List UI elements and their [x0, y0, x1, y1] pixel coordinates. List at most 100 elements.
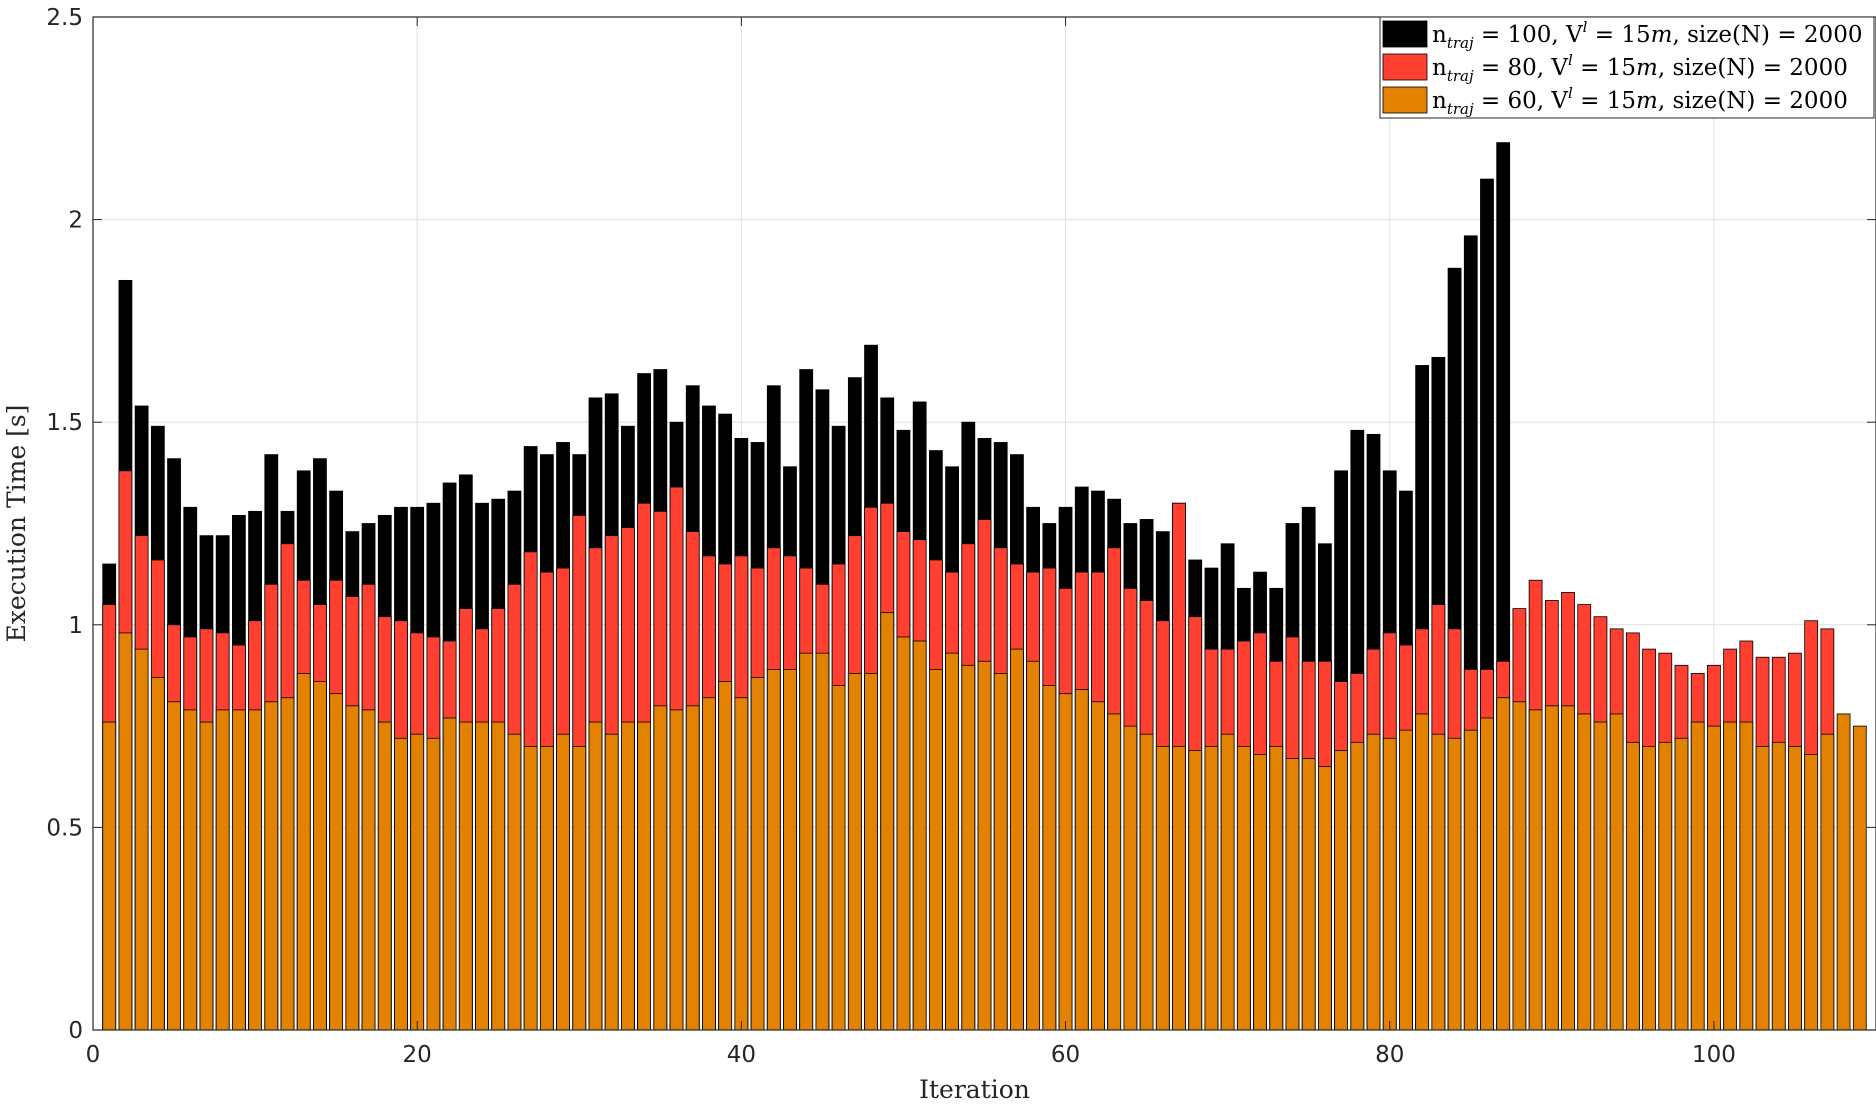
bar: [410, 733, 425, 1031]
y-tick-label: 2.5: [46, 5, 83, 31]
bar: [669, 709, 684, 1031]
bar: [134, 648, 149, 1031]
bar: [1155, 745, 1170, 1031]
x-tick-label: 0: [86, 1042, 101, 1068]
bar: [799, 652, 814, 1031]
y-tick-label: 0: [68, 1018, 83, 1044]
bar: [539, 745, 554, 1031]
bar: [523, 745, 538, 1031]
bar: [313, 681, 327, 1031]
bar: [475, 721, 489, 1031]
bar: [734, 697, 749, 1031]
bar: [1123, 725, 1138, 1031]
bar: [248, 709, 262, 1031]
bar: [928, 668, 943, 1031]
bar: [1496, 697, 1511, 1031]
bar: [1334, 750, 1348, 1031]
bar: [1771, 741, 1786, 1031]
bar: [231, 709, 246, 1031]
bar: [296, 673, 311, 1031]
bar: [1642, 745, 1656, 1031]
bar: [1107, 713, 1122, 1031]
bar: [442, 717, 457, 1031]
bar: [1026, 660, 1041, 1031]
bar: [1836, 713, 1851, 1031]
x-axis-label: Iteration: [919, 1075, 1030, 1104]
bar: [604, 733, 619, 1031]
bar: [831, 685, 846, 1031]
bar: [1172, 745, 1186, 1031]
bar: [1707, 725, 1721, 1031]
bar: [896, 636, 911, 1031]
bar: [1852, 725, 1867, 1031]
bar: [588, 721, 603, 1031]
bar: [766, 668, 781, 1031]
bar: [1544, 705, 1559, 1031]
bar: [102, 721, 117, 1031]
bar: [1366, 733, 1381, 1031]
bar: [1739, 721, 1754, 1031]
bar: [1820, 733, 1835, 1031]
bar: [1188, 750, 1203, 1031]
bar: [945, 652, 959, 1031]
x-tick-label: 80: [1375, 1042, 1404, 1068]
bar: [1350, 741, 1365, 1031]
bar: [1804, 754, 1819, 1031]
legend-swatch: [1382, 20, 1428, 48]
bar: [264, 701, 279, 1031]
legend-label: ntraj = 60, Vl = 15m, size(N) = 2000: [1432, 84, 1848, 118]
bar: [1285, 758, 1300, 1031]
bar: [1625, 741, 1640, 1031]
bar: [1269, 745, 1284, 1031]
bar: [1253, 754, 1267, 1031]
bar: [1480, 717, 1494, 1031]
bar: [1010, 648, 1024, 1031]
legend-label: ntraj = 100, Vl = 15m, size(N) = 2000: [1432, 18, 1862, 52]
bar: [1609, 713, 1624, 1031]
bar: [556, 733, 570, 1031]
x-tick-label: 60: [1051, 1042, 1080, 1068]
bar: [1399, 729, 1413, 1031]
bar: [1204, 745, 1219, 1031]
bar: [977, 660, 992, 1031]
y-axis-label: Execution Time [s]: [2, 405, 31, 643]
bar: [1042, 685, 1057, 1031]
x-tick-label: 100: [1692, 1042, 1736, 1068]
bar: [215, 709, 230, 1031]
bar: [847, 673, 862, 1031]
bar: [458, 721, 473, 1031]
bar: [621, 721, 635, 1031]
legend-box: [1379, 16, 1875, 119]
bar: [702, 697, 716, 1031]
bar: [572, 745, 587, 1031]
bar: [653, 705, 668, 1031]
bar: [491, 721, 506, 1031]
bar: [1755, 745, 1770, 1031]
bar: [1431, 733, 1446, 1031]
bar: [507, 733, 522, 1031]
bar: [329, 693, 344, 1031]
bar: [1447, 737, 1462, 1031]
bar: [993, 673, 1008, 1031]
bar-series-3: [102, 612, 1867, 1031]
y-tick-label: 1.5: [46, 410, 83, 436]
y-tick-label: 0.5: [46, 815, 83, 841]
bar: [783, 668, 797, 1031]
bar: [961, 664, 976, 1031]
bar: [1236, 745, 1251, 1031]
y-tick-label: 2: [68, 208, 83, 234]
bar: [1139, 733, 1154, 1031]
bar: [1658, 741, 1673, 1031]
bar: [183, 709, 198, 1031]
bar: [167, 701, 181, 1031]
bar: [280, 697, 295, 1031]
bar: [118, 632, 133, 1031]
bar: [361, 709, 376, 1031]
x-tick-label: 40: [727, 1042, 756, 1068]
bar: [880, 612, 895, 1031]
bar: [1091, 701, 1105, 1031]
x-tick-label: 20: [403, 1042, 432, 1068]
bar: [426, 737, 441, 1031]
